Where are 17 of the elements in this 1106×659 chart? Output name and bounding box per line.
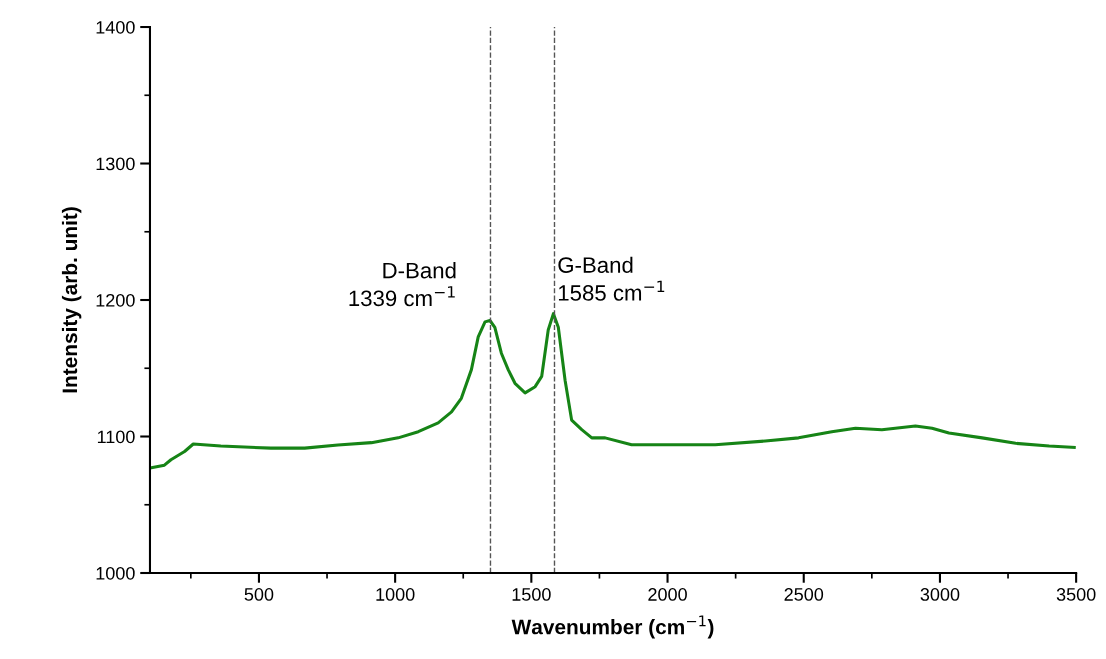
annotation: G-Band 1585 cm$^{−1}$ bbox=[558, 256, 665, 301]
annotation: D-Band 1339 cm$^{−1}$ bbox=[349, 262, 456, 307]
x-tick-label: 500 bbox=[244, 588, 274, 601]
y-axis-title: Intensity (arb. unit) bbox=[61, 207, 82, 393]
x-tick-label: 3500 bbox=[1056, 588, 1096, 601]
x-axis-title: Wavenumber (cm$^{−1}$) bbox=[511, 615, 714, 639]
x-tick-label: 3000 bbox=[920, 588, 960, 601]
x-tick-label: 2000 bbox=[648, 588, 687, 601]
x-tick-label: 2500 bbox=[784, 588, 824, 601]
x-tick-label: 1000 bbox=[376, 588, 415, 601]
y-tick-label: 1300 bbox=[96, 157, 135, 171]
y-tick-label: 1000 bbox=[96, 566, 135, 580]
y-tick-label: 1400 bbox=[96, 20, 135, 34]
x-tick-label: 1500 bbox=[512, 588, 551, 601]
y-tick-label: 1100 bbox=[97, 430, 135, 444]
y-tick-label: 1200 bbox=[96, 293, 135, 307]
line-series bbox=[149, 312, 1076, 470]
